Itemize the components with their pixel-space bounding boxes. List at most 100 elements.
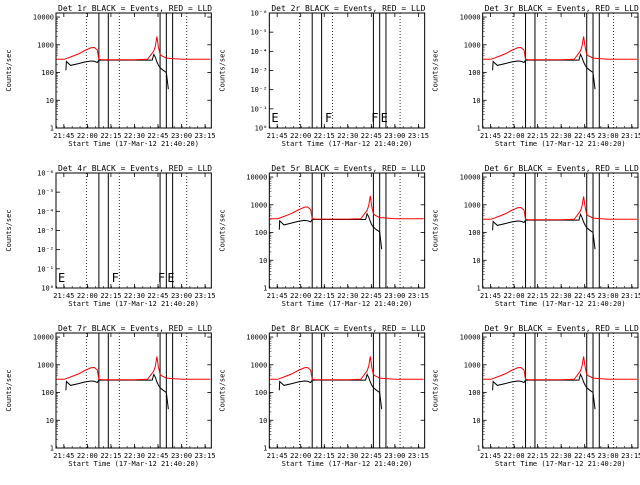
events-series-line	[65, 53, 167, 73]
x-tick-label: 22:30	[124, 132, 145, 140]
x-tick-label: 21:45	[53, 452, 74, 460]
x-tick-label: 22:00	[504, 292, 525, 300]
x-tick-label: 22:45	[361, 292, 382, 300]
flag-E: E	[167, 271, 174, 285]
x-tick-label: 22:00	[504, 132, 525, 140]
y-tick-label: 1000	[250, 361, 267, 369]
events-series-tail	[592, 232, 596, 250]
plot-frame	[55, 12, 212, 129]
plot-frame	[268, 12, 426, 129]
plot-frame	[268, 332, 426, 449]
x-tick-label: 23:00	[384, 452, 405, 460]
x-tick-label: 22:45	[147, 292, 168, 300]
y-tick-label: 10⁻⁴	[250, 48, 267, 56]
y-tick-label: 10000	[246, 174, 267, 182]
x-axis-label: Start Time (17-Mar-12 21:40:20)	[495, 460, 626, 468]
x-tick-label: 22:00	[290, 292, 311, 300]
x-tick-label: 23:00	[598, 132, 619, 140]
flag-E: E	[381, 111, 388, 125]
panel-title: Det 7r BLACK = Events, RED = LLD	[58, 324, 212, 333]
x-axis-label: Start Time (17-Mar-12 21:40:20)	[495, 140, 626, 148]
x-tick-label: 22:00	[77, 292, 98, 300]
x-tick-label: 22:30	[124, 452, 145, 460]
x-axis-label: Start Time (17-Mar-12 21:40:20)	[68, 460, 199, 468]
x-tick-label: 23:15	[621, 452, 640, 460]
events-series-tail	[165, 72, 169, 90]
x-tick-label: 23:15	[195, 452, 216, 460]
lld-series-line	[56, 36, 211, 61]
lld-series-line	[483, 196, 637, 221]
x-tick-label: 22:30	[337, 292, 358, 300]
x-tick-label: 22:45	[574, 452, 595, 460]
y-tick-label: 10⁻⁵	[37, 189, 54, 197]
y-tick-label: 100	[41, 389, 54, 397]
panel-title: Det 6r BLACK = Events, RED = LLD	[485, 164, 639, 173]
x-tick-label: 22:15	[527, 132, 548, 140]
y-tick-label: 10000	[460, 174, 481, 182]
events-series-tail	[379, 231, 383, 250]
x-tick-label: 22:00	[77, 452, 98, 460]
plot-frame	[482, 172, 639, 289]
y-tick-label: 10000	[33, 14, 54, 22]
panel-title: Det 3r BLACK = Events, RED = LLD	[485, 4, 639, 13]
x-tick-label: 23:15	[195, 132, 216, 140]
x-axis-label: Start Time (17-Mar-12 21:40:20)	[282, 460, 413, 468]
panel-title: Det 1r BLACK = Events, RED = LLD	[58, 4, 212, 13]
plot-frame	[268, 172, 426, 289]
y-tick-label: 10⁻⁶	[37, 170, 54, 178]
x-tick-label: 22:00	[77, 132, 98, 140]
y-tick-label: 10⁻¹	[37, 265, 54, 273]
plot-frame	[55, 332, 212, 449]
y-tick-label: 1000	[464, 41, 481, 49]
y-tick-label: 1	[476, 445, 480, 453]
y-tick-label: 10⁻²	[37, 246, 54, 254]
x-tick-label: 23:15	[408, 292, 429, 300]
y-axis-label: Counts/sec	[218, 369, 226, 411]
y-tick-label: 10	[472, 97, 480, 105]
events-series-line	[278, 212, 380, 233]
flag-E-start: E	[58, 271, 65, 285]
x-tick-label: 23:15	[195, 292, 216, 300]
x-tick-label: 23:00	[598, 452, 619, 460]
x-tick-label: 23:00	[598, 292, 619, 300]
x-tick-label: 22:15	[314, 452, 335, 460]
lld-series-line	[56, 356, 211, 381]
flag-F: F	[158, 271, 165, 285]
flag-F: F	[325, 111, 332, 125]
y-tick-label: 1	[263, 285, 267, 293]
x-tick-label: 22:15	[100, 132, 121, 140]
panel-title: Det 5r BLACK = Events, RED = LLD	[271, 164, 425, 173]
y-tick-label: 10000	[33, 334, 54, 342]
x-axis-label: Start Time (17-Mar-12 21:40:20)	[68, 300, 199, 308]
x-tick-label: 22:45	[574, 292, 595, 300]
x-tick-label: 23:00	[171, 132, 192, 140]
x-tick-label: 21:45	[480, 292, 501, 300]
x-tick-label: 22:15	[100, 452, 121, 460]
y-axis-label: Counts/sec	[218, 49, 226, 91]
y-tick-label: 10⁻⁴	[37, 208, 54, 216]
y-tick-label: 10⁰	[41, 285, 54, 293]
flag-F: F	[112, 271, 119, 285]
x-axis-label: Start Time (17-Mar-12 21:40:20)	[495, 300, 626, 308]
y-tick-label: 10000	[460, 334, 481, 342]
y-tick-label: 100	[468, 69, 481, 77]
x-axis-label: Start Time (17-Mar-12 21:40:20)	[68, 140, 199, 148]
y-tick-label: 10⁻³	[250, 67, 267, 75]
plot-frame	[482, 332, 639, 449]
lld-series-line	[483, 356, 637, 381]
y-tick-label: 100	[255, 229, 268, 237]
y-axis-label: Counts/sec	[5, 49, 13, 91]
y-tick-label: 10000	[460, 14, 481, 22]
events-series-tail	[165, 392, 169, 410]
flag-E-start: E	[271, 111, 278, 125]
y-tick-label: 10	[46, 417, 54, 425]
y-tick-label: 1000	[464, 201, 481, 209]
x-tick-label: 22:00	[504, 452, 525, 460]
panel-title: Det 2r BLACK = Events, RED = LLD	[271, 4, 425, 13]
x-tick-label: 22:00	[290, 452, 311, 460]
x-tick-label: 23:00	[171, 452, 192, 460]
